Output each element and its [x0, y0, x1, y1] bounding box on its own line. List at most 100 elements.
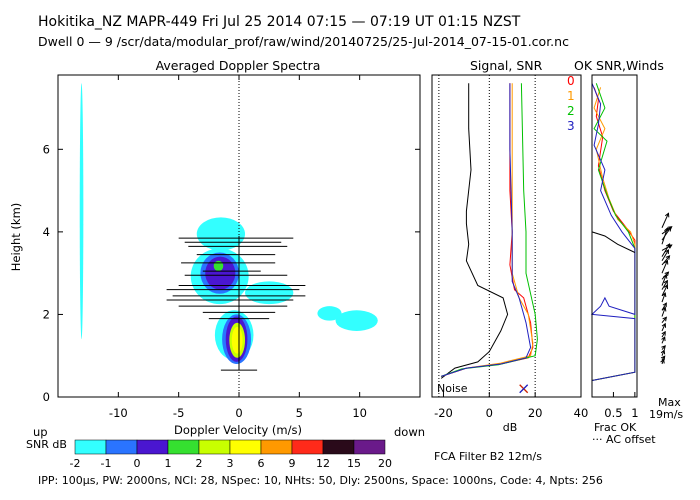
down-label: down [394, 425, 425, 439]
wind-arrowhead [664, 271, 670, 277]
signal-series-line [441, 83, 534, 377]
x-tick-label: -5 [173, 406, 184, 420]
wind-arrowhead [661, 336, 666, 342]
colorbar-cell [353, 439, 386, 455]
wind-vector [661, 227, 668, 245]
colorbar-tick-label: 0 [134, 457, 141, 470]
wind-arrowhead [661, 322, 667, 328]
signal-series-line [441, 83, 532, 377]
colorbar-tick-label: 9 [289, 457, 296, 470]
x-tick-label: 10 [352, 406, 367, 420]
signal-x-label: dB [503, 421, 518, 434]
signal-title: Signal, SNR [470, 58, 543, 73]
filter-label: FCA Filter B2 12m/s [434, 450, 542, 463]
legend-entry: 2 [567, 104, 575, 118]
max-value-label: 19m/s [649, 408, 683, 421]
up-label: up [33, 425, 48, 439]
wind-vector [661, 260, 668, 274]
y-tick-label: 6 [43, 142, 50, 156]
wind-vector [661, 336, 666, 344]
y-tick-label: 2 [43, 307, 50, 321]
snr-region [335, 310, 378, 331]
colorbar-cell [136, 439, 169, 455]
wind-arrowhead [662, 302, 667, 308]
colorbar-tick-label: -1 [101, 457, 112, 470]
header-file-path: Dwell 0 — 9 /scr/data/modular_prof/raw/w… [38, 34, 569, 49]
y-tick-label: 4 [43, 225, 50, 239]
colorbar-tick-label: 3 [227, 457, 234, 470]
wind-arrowhead [661, 306, 667, 312]
doppler-spectra-panel: Averaged Doppler Spectra -10 -5 0 5 10 0246 … [9, 58, 425, 439]
wind-arrowhead [661, 345, 666, 350]
wind-vector [661, 213, 669, 228]
ok-series-line [591, 83, 636, 381]
signal-series-line [441, 83, 538, 377]
wind-vector [661, 243, 670, 257]
wind-arrowhead [664, 212, 670, 218]
snr-region [79, 83, 84, 340]
noise-marker [519, 384, 529, 394]
x-tick-label: 0 [235, 406, 242, 420]
signal-series-line [440, 83, 509, 379]
ac-offset-label: ··· AC offset [592, 433, 656, 446]
legend-entry: 0 [567, 74, 575, 88]
colorbar-label: SNR dB [26, 438, 67, 451]
colorbar-cell [74, 439, 107, 455]
noise-label: Noise [437, 382, 468, 395]
wind-vector [661, 274, 667, 286]
wind-arrowhead [664, 227, 669, 233]
wind-arrowhead [660, 349, 666, 355]
signal-snr-panel: Signal, SNR -20 0 20 40 Noise dB [431, 58, 589, 434]
snr-colorbar: SNR dB -2 -1 0 1 2 3 6 9 12 15 20 [26, 438, 392, 470]
wind-vector [661, 249, 669, 262]
wind-vector [661, 307, 666, 317]
signal-frame [431, 74, 582, 398]
colorbar-cell [322, 439, 355, 455]
wind-arrowhead [661, 330, 666, 336]
y-axis-label: Height (km) [9, 203, 23, 272]
colorbar-cell [291, 439, 324, 455]
x-tick-label: 1 [631, 406, 638, 420]
wind-arrowhead [661, 292, 667, 298]
wind-vector [661, 284, 668, 297]
snr-region [213, 260, 224, 272]
colorbar-tick-label: 6 [258, 457, 265, 470]
ok-series-line [590, 83, 636, 381]
wind-arrowhead [664, 249, 670, 254]
colorbar-cell [229, 439, 262, 455]
wind-vector [661, 280, 668, 290]
wind-arrowhead [662, 316, 667, 322]
frac-ok-label: Frac OK [594, 421, 637, 434]
ok-title: OK SNR,Winds [574, 58, 664, 73]
wind-arrowhead [663, 284, 669, 290]
legend-entry: 1 [567, 89, 575, 103]
colorbar-cell [198, 439, 231, 455]
max-label: Max [658, 396, 681, 409]
y-tick-label: 0 [43, 390, 50, 404]
wind-arrowhead [660, 355, 666, 361]
wind-arrowhead [660, 358, 665, 364]
x-tick-label: 40 [574, 406, 589, 420]
wind-arrowhead [666, 226, 672, 232]
x-tick-label: 0 [486, 406, 493, 420]
wind-vector [661, 323, 666, 332]
colorbar-cell [167, 439, 200, 455]
header-title: Hokitika_NZ MAPR-449 Fri Jul 25 2014 07:… [38, 14, 521, 30]
colorbar-cell [105, 439, 138, 455]
wind-vector [661, 255, 670, 266]
snr-region [196, 217, 246, 251]
x-tick-label: 20 [528, 406, 543, 420]
wind-vector [661, 331, 666, 338]
spectra-title: Averaged Doppler Spectra [156, 58, 321, 73]
legend-entry: 3 [567, 119, 575, 133]
wind-arrowhead [663, 279, 668, 285]
snr-region [231, 326, 243, 354]
wind-arrowhead [665, 243, 671, 249]
x-tick-label: -20 [434, 406, 453, 420]
colorbar-tick-label: 15 [347, 457, 361, 470]
colorbar-tick-label: 12 [316, 457, 330, 470]
ok-series-line [591, 231, 636, 253]
footer-params: IPP: 100μs, PW: 2000ns, NCI: 28, NSpec: … [38, 474, 603, 487]
